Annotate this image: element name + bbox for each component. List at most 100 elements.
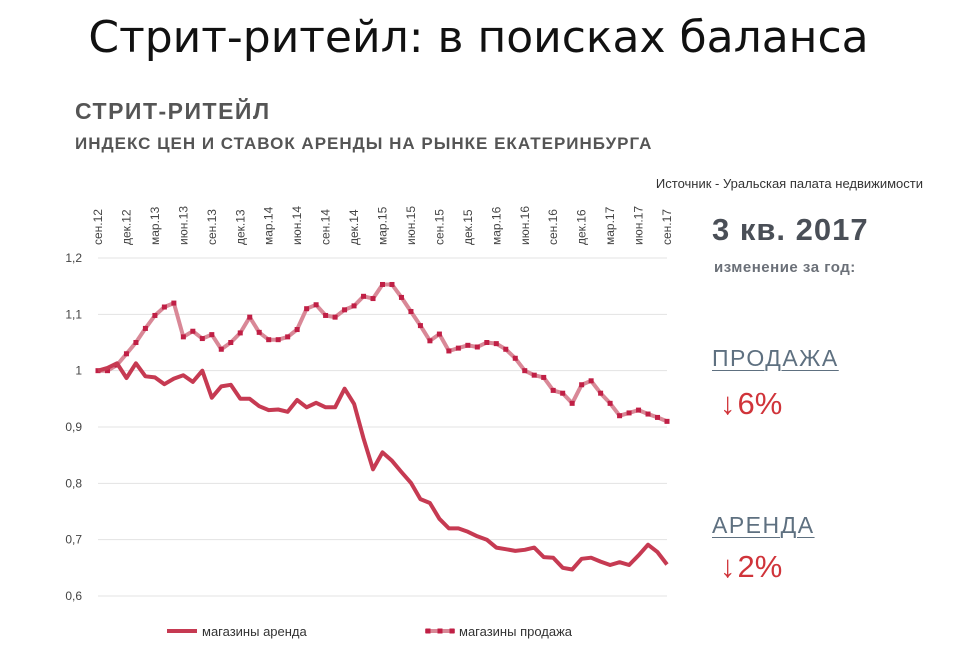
- x-tick-label: мар.14: [262, 206, 276, 245]
- arrow-down-icon: ↓: [720, 549, 736, 584]
- legend-marker-sale: [437, 628, 443, 634]
- rent-change: ↓ 2%: [720, 549, 782, 585]
- sale-point: [655, 414, 661, 420]
- x-tick-label: мар.15: [376, 206, 390, 245]
- legend-label-sale: магазины продажа: [459, 624, 573, 639]
- rent-change-value: 2%: [737, 549, 783, 584]
- sale-point: [522, 368, 528, 374]
- sale-point: [550, 387, 556, 393]
- sale-point: [560, 390, 566, 396]
- sale-point: [541, 374, 547, 380]
- y-tick-label: 0,6: [65, 589, 82, 603]
- sale-point: [503, 346, 509, 352]
- sale-point: [389, 281, 395, 287]
- sale-point: [617, 413, 623, 419]
- sale-point: [323, 312, 329, 318]
- arrow-down-icon: ↓: [720, 386, 736, 421]
- sale-point: [332, 314, 338, 320]
- x-tick-label: сен.13: [205, 209, 219, 245]
- sale-point: [465, 342, 471, 348]
- chart-title: СТРИТ-РИТЕЙЛ: [75, 98, 271, 124]
- legend-marker-sale: [449, 628, 455, 634]
- y-tick-label: 1: [75, 364, 82, 378]
- sale-point: [436, 331, 442, 337]
- sale-point: [152, 312, 158, 318]
- x-tick-label: дек.14: [347, 209, 361, 245]
- x-tick-label: мар.17: [603, 206, 617, 245]
- sale-point: [588, 378, 594, 384]
- x-tick-label: июн.13: [176, 206, 190, 245]
- x-tick-label: сен.12: [91, 209, 105, 245]
- sale-change: ↓ 6%: [720, 386, 782, 422]
- sale-point: [275, 337, 281, 343]
- sale-point: [569, 400, 575, 406]
- summary-period-sub: изменение за год:: [714, 259, 856, 276]
- y-tick-label: 0,8: [65, 476, 82, 490]
- x-tick-label: июн.14: [290, 206, 304, 245]
- x-tick-label: дек.16: [575, 209, 589, 245]
- sale-point: [209, 332, 215, 338]
- sale-point: [142, 325, 148, 331]
- sale-point: [398, 294, 404, 300]
- legend-label-rent: магазины аренда: [202, 624, 308, 639]
- sale-point: [218, 346, 224, 352]
- legend-marker-sale: [425, 628, 431, 634]
- sale-point: [626, 410, 632, 416]
- sale-label: ПРОДАЖА: [712, 345, 839, 371]
- sale-point: [180, 334, 186, 340]
- sale-point: [380, 281, 385, 287]
- sale-point: [474, 344, 480, 350]
- sale-point: [512, 355, 518, 361]
- sale-point: [228, 340, 234, 345]
- chart-subtitle: ИНДЕКС ЦЕН И СТАВОК АРЕНДЫ НА РЫНКЕ ЕКАТ…: [75, 134, 653, 153]
- x-tick-label: сен.15: [432, 209, 446, 245]
- sale-point: [455, 345, 461, 351]
- x-tick-label: сен.17: [660, 209, 674, 245]
- sale-point: [645, 411, 651, 417]
- series-line-rent: [97, 361, 669, 572]
- sale-point: [579, 382, 585, 388]
- x-tick-label: дек.12: [119, 209, 133, 245]
- sale-point: [266, 337, 272, 343]
- sale-point: [285, 334, 291, 340]
- sale-point: [484, 340, 490, 345]
- x-tick-label: дек.13: [233, 209, 247, 245]
- sale-point: [598, 390, 604, 396]
- sale-point: [607, 400, 613, 406]
- sale-point: [370, 296, 376, 302]
- sale-point: [133, 340, 139, 345]
- x-tick-label: дек.15: [461, 209, 475, 245]
- x-tick-label: мар.13: [148, 206, 162, 245]
- source-note: Источник - Уральская палата недвижимости: [655, 176, 923, 191]
- x-tick-label: мар.16: [489, 206, 503, 245]
- summary-period: 3 кв. 2017: [712, 212, 869, 247]
- sale-point: [161, 304, 167, 310]
- series-line-sale: [98, 282, 668, 424]
- y-tick-label: 0,9: [65, 420, 82, 434]
- sale-point: [664, 418, 670, 424]
- x-tick-label: июн.16: [518, 206, 532, 245]
- sale-point: [408, 309, 414, 315]
- sale-point: [256, 329, 262, 335]
- sale-point: [531, 372, 537, 378]
- sale-point: [417, 323, 423, 329]
- sale-point: [342, 307, 348, 313]
- sale-point: [190, 328, 196, 334]
- sale-point: [636, 407, 642, 413]
- sale-point: [427, 338, 433, 344]
- sale-point: [313, 302, 319, 308]
- sale-point: [351, 303, 357, 309]
- sale-point: [304, 306, 310, 312]
- sale-point: [199, 336, 205, 342]
- slide-title: Стрит-ритейл: в поисках баланса: [88, 12, 869, 63]
- sale-point: [493, 341, 499, 347]
- y-tick-label: 0,7: [65, 533, 82, 547]
- sale-point: [361, 293, 367, 299]
- rent-label: АРЕНДА: [712, 512, 815, 538]
- x-tick-label: сен.16: [546, 209, 560, 245]
- x-tick-label: июн.17: [632, 206, 646, 245]
- sale-point: [294, 327, 300, 333]
- sale-point: [123, 351, 129, 357]
- sale-point: [446, 348, 452, 354]
